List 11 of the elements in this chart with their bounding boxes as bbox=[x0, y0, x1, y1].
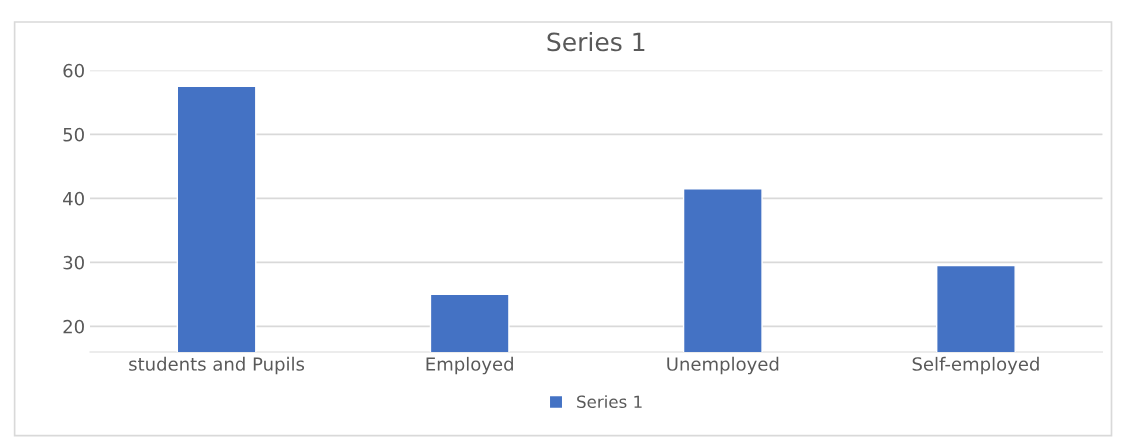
y-tick-label: 30 bbox=[63, 255, 84, 270]
chart-title: Series 1 bbox=[547, 31, 645, 52]
x-tick-label: Self-employed bbox=[912, 356, 1039, 375]
y-tick-label: 50 bbox=[63, 127, 84, 142]
x-tick-label: students and Pupils bbox=[129, 356, 305, 375]
x-tick-label: Employed bbox=[426, 356, 513, 375]
x-tick-label: Unemployed bbox=[667, 356, 779, 375]
y-tick-label: 60 bbox=[63, 63, 84, 78]
y-tick-label: 20 bbox=[63, 319, 84, 334]
legend-label: Series 1 bbox=[577, 395, 642, 409]
y-tick-label: 40 bbox=[63, 191, 84, 206]
